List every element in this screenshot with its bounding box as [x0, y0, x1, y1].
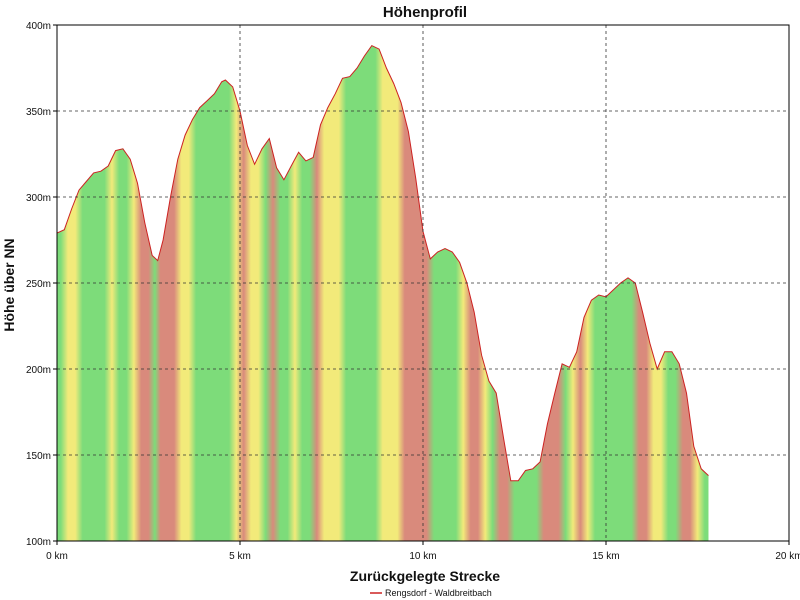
y-tick-label: 150m	[26, 451, 51, 462]
chart-title: Höhenprofil	[383, 4, 467, 21]
y-tick-label: 200m	[26, 365, 51, 376]
x-tick-label: 15 km	[592, 551, 619, 562]
y-tick-label: 100m	[26, 537, 51, 548]
series-line	[56, 44, 709, 482]
x-tick-label: 10 km	[409, 551, 436, 562]
grid-overlay	[57, 25, 789, 541]
x-tick-label: 0 km	[46, 551, 68, 562]
x-tick-label: 5 km	[229, 551, 251, 562]
y-tick-label: 300m	[26, 193, 51, 204]
y-axis-label: Höhe über NN	[1, 238, 17, 331]
legend: Rengsdorf - Waldbreitbach	[370, 588, 492, 598]
x-axis-ticks: 0 km 5 km 10 km 15 km 20 km	[46, 541, 800, 562]
y-tick-label: 400m	[26, 21, 51, 32]
y-axis-ticks: 100m 150m 200m 250m 300m 350m 400m	[26, 21, 57, 548]
x-axis-label: Zurückgelegte Strecke	[350, 568, 500, 584]
y-tick-label: 250m	[26, 279, 51, 290]
x-tick-label: 20 km	[775, 551, 800, 562]
y-tick-label: 350m	[26, 107, 51, 118]
legend-label: Rengsdorf - Waldbreitbach	[385, 588, 492, 598]
